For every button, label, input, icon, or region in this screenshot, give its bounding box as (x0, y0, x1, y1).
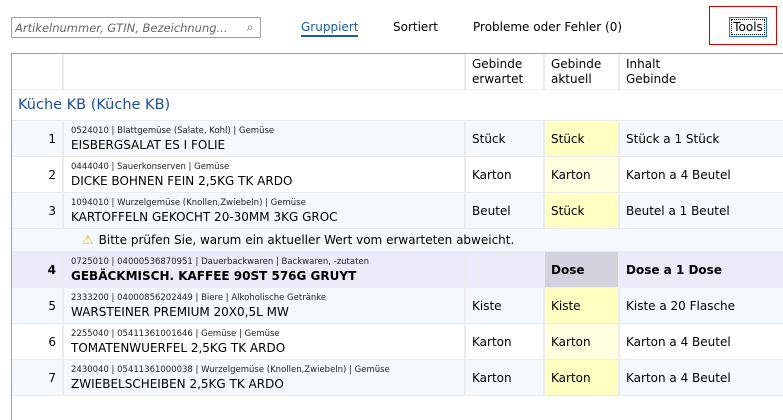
header-gebinde-aktuell[interactable]: Gebinde aktuell (545, 54, 620, 89)
warning-row: ⚠ Bitte prüfen Sie, warum ein aktueller W… (12, 229, 783, 252)
gebinde-aktuell-cell[interactable]: Karton (545, 324, 620, 359)
inhalt-gebinde-cell: Stück a 1 Stück (626, 131, 720, 146)
item-meta: 1094010 | Wurzelgemüse (Knollen,Zwiebeln… (71, 197, 306, 208)
item-meta: 2255040 | 05411361001646 | Gemüse | Gemü… (71, 328, 280, 339)
table-row[interactable]: 6 2255040 | 05411361001646 | Gemüse | Ge… (12, 324, 783, 360)
warning-icon: ⚠ (82, 232, 94, 248)
gebinde-aktuell-cell[interactable]: Karton (545, 157, 620, 192)
items-grid: Gebinde erwartet Gebinde aktuell Inhalt Geb… (11, 53, 783, 420)
item-meta: 2333200 | 04000856202449 | Biere | Alkoh… (71, 292, 327, 303)
header-number (12, 54, 64, 89)
gebinde-aktuell-cell[interactable]: Karton (545, 360, 620, 395)
row-number: 6 (12, 324, 64, 359)
header-label: Inhalt (626, 56, 661, 71)
gebinde-erwartet-cell: Karton (466, 157, 545, 192)
gebinde-erwartet-cell: Stück (466, 121, 545, 156)
item-meta: 0524010 | Blattgemüse (Salate, Kohl) | G… (71, 125, 275, 136)
tab-sortiert[interactable]: Sortiert (393, 20, 438, 34)
tab-probleme[interactable]: Probleme oder Fehler (0) (473, 20, 623, 34)
row-number: 3 (12, 193, 64, 228)
item-name: DICKE BOHNEN FEIN 2,5KG TK ARDO (71, 173, 293, 188)
tools-highlight-frame (709, 6, 777, 45)
table-row[interactable]: 7 2430040 | 05411361000038 | Wurzelgemüs… (12, 360, 783, 396)
gebinde-aktuell-cell[interactable]: Dose (545, 252, 620, 287)
header-label: aktuell (551, 71, 592, 86)
header-label: Gebinde (626, 71, 677, 86)
inhalt-gebinde-cell: Karton a 4 Beutel (626, 167, 731, 182)
row-number: 7 (12, 360, 64, 395)
gebinde-aktuell-cell[interactable]: Kiste (545, 288, 620, 323)
header-label: erwartet (472, 71, 524, 86)
inhalt-gebinde-cell: Karton a 4 Beutel (626, 334, 731, 349)
table-row[interactable]: 3 1094010 | Wurzelgemüse (Knollen,Zwiebe… (12, 193, 783, 229)
row-number: 4 (12, 252, 64, 287)
gebinde-erwartet-cell: Karton (466, 324, 545, 359)
inhalt-gebinde-cell: Dose a 1 Dose (626, 262, 722, 277)
tools-button[interactable]: Tools (729, 17, 767, 37)
inhalt-gebinde-cell: Karton a 4 Beutel (626, 370, 731, 385)
table-row[interactable]: 5 2333200 | 04000856202449 | Biere | Alk… (12, 288, 783, 324)
item-name: EISBERGSALAT ES I FOLIE (71, 137, 226, 152)
row-number: 5 (12, 288, 64, 323)
search-icon[interactable]: ⌕ (246, 20, 254, 34)
header-label: Gebinde (551, 56, 602, 71)
table-row[interactable]: 1 0524010 | Blattgemüse (Salate, Kohl) |… (12, 121, 783, 157)
item-cell: 2255040 | 05411361001646 | Gemüse | Gemü… (64, 324, 466, 359)
row-number: 2 (12, 157, 64, 192)
gebinde-erwartet-cell (466, 252, 545, 287)
item-cell: 0725010 | 04000536870951 | Dauerbackware… (64, 252, 466, 287)
header-inhalt-gebinde[interactable]: Inhalt Gebinde (620, 54, 783, 89)
item-name: TOMATENWUERFEL 2,5KG TK ARDO (71, 340, 286, 355)
gebinde-erwartet-cell: Beutel (466, 193, 545, 228)
item-name: GEBÄCKMISCH. KAFFEE 90ST 576G GRUYT (71, 268, 357, 283)
group-header[interactable]: Küche KB (Küche KB) (12, 90, 783, 121)
header-label: Gebinde (472, 56, 523, 71)
inhalt-gebinde-cell: Beutel a 1 Beutel (626, 203, 730, 218)
item-cell: 1094010 | Wurzelgemüse (Knollen,Zwiebeln… (64, 193, 466, 228)
item-name: KARTOFFELN GEKOCHT 20-30MM 3KG GROC (71, 209, 338, 224)
column-header-row: Gebinde erwartet Gebinde aktuell Inhalt Geb… (12, 54, 783, 90)
header-item (64, 54, 466, 89)
gebinde-erwartet-cell: Karton (466, 360, 545, 395)
search-input[interactable] (15, 20, 240, 35)
tab-gruppiert[interactable]: Gruppiert (301, 20, 359, 37)
item-cell: 2333200 | 04000856202449 | Biere | Alkoh… (64, 288, 466, 323)
item-meta: 0725010 | 04000536870951 | Dauerbackware… (71, 256, 370, 267)
table-row[interactable]: 4 0725010 | 04000536870951 | Dauerbackwa… (12, 252, 783, 288)
item-name: ZWIEBELSCHEIBEN 2,5KG TK ARDO (71, 376, 284, 391)
search-box[interactable]: ⌕ (11, 17, 261, 38)
item-cell: 0444040 | Sauerkonserven | Gemüse DICKE B… (64, 157, 466, 192)
row-number: 1 (12, 121, 64, 156)
gebinde-erwartet-cell: Kiste (466, 288, 545, 323)
warning-text: Bitte prüfen Sie, warum ein aktueller We… (98, 233, 515, 247)
header-gebinde-erwartet[interactable]: Gebinde erwartet (466, 54, 545, 89)
gebinde-aktuell-cell[interactable]: Stück (545, 121, 620, 156)
item-cell: 0524010 | Blattgemüse (Salate, Kohl) | G… (64, 121, 466, 156)
item-meta: 0444040 | Sauerkonserven | Gemüse (71, 161, 230, 172)
gebinde-aktuell-cell[interactable]: Stück (545, 193, 620, 228)
item-name: WARSTEINER PREMIUM 20X0,5L MW (71, 304, 289, 319)
table-row[interactable]: 2 0444040 | Sauerkonserven | Gemüse DICKE… (12, 157, 783, 193)
item-meta: 2430040 | 05411361000038 | Wurzelgemüse … (71, 364, 390, 375)
item-cell: 2430040 | 05411361000038 | Wurzelgemüse … (64, 360, 466, 395)
inhalt-gebinde-cell: Kiste a 20 Flasche (626, 298, 736, 313)
